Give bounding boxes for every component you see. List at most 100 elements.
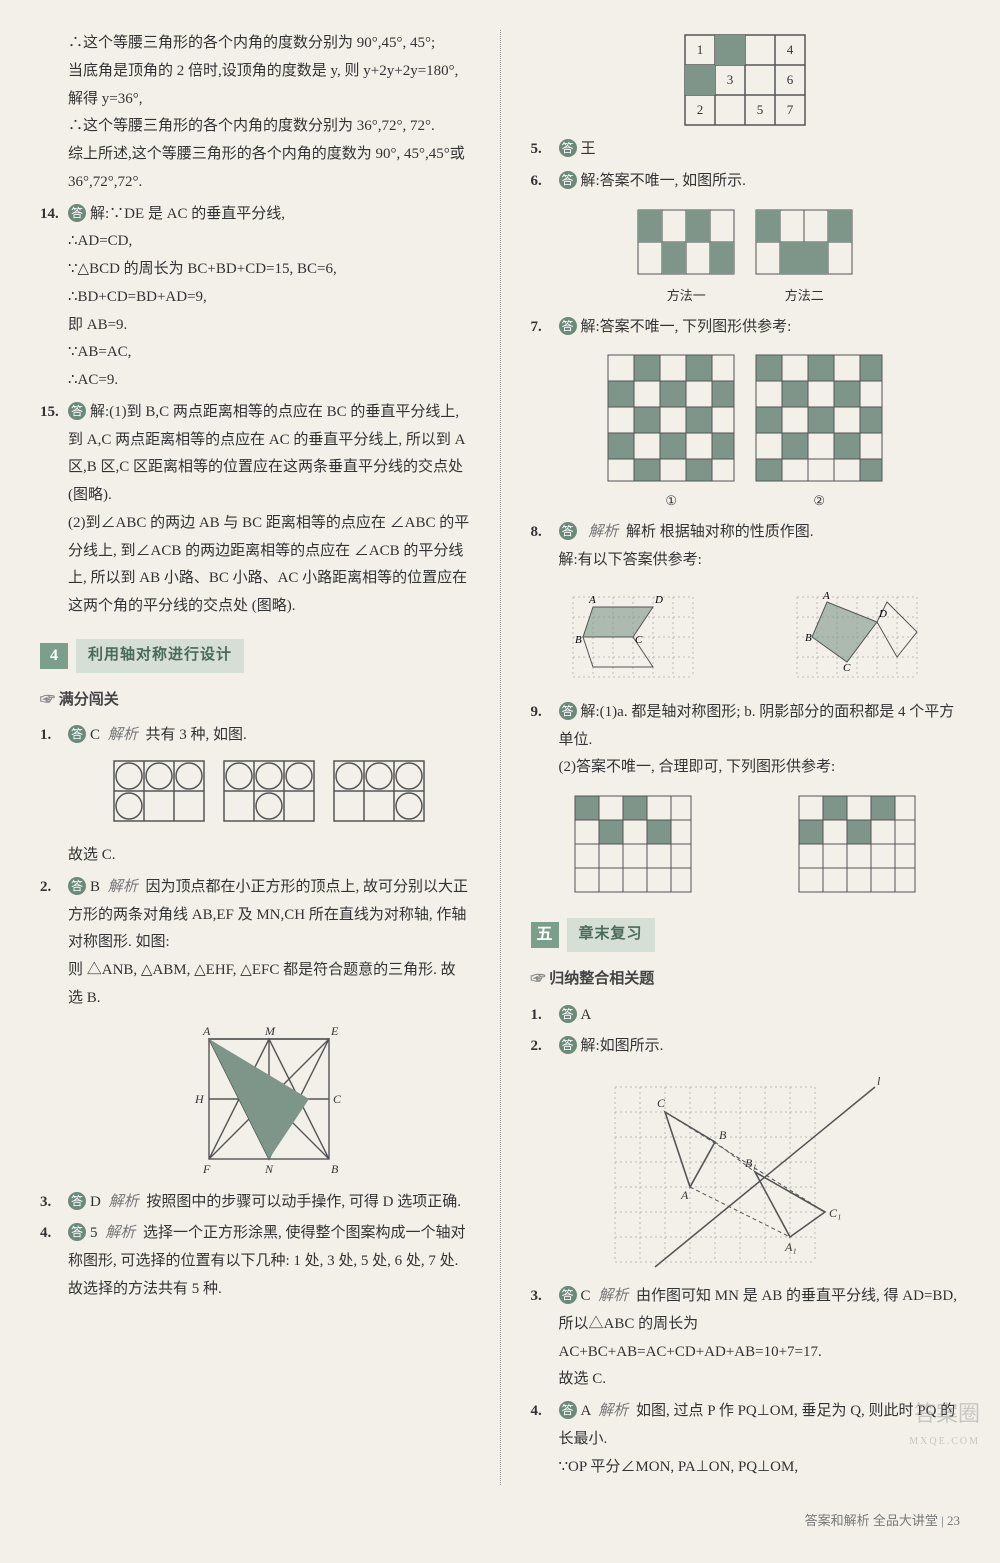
- item-number: 4.: [531, 1398, 559, 1481]
- svg-text:2: 2: [697, 102, 704, 117]
- q2-line2: 则 △ANB, △ABM, △EHF, △EFC 都是符合题意的三角形. 故选 …: [68, 957, 470, 1013]
- item-number: 8.: [531, 519, 559, 575]
- text-line: ∵△BCD 的周长为 BC+BD+CD=15, BC=6,: [68, 256, 470, 284]
- q8-lead: 解析 根据轴对称的性质作图.: [626, 524, 814, 540]
- text-line: 解得 y=36°,: [68, 86, 470, 114]
- q14-lead: 解:∵DE 是 AC 的垂直平分线,: [90, 206, 285, 222]
- r-q5: 5. 答王: [531, 136, 961, 164]
- q9-fig2: [797, 794, 917, 894]
- q1-ans: C: [90, 727, 100, 743]
- text-line: 综上所述,这个等腰三角形的各个内角的度数为 90°, 45°,45°或 36°,…: [68, 141, 470, 197]
- section-number: 五: [531, 922, 559, 948]
- text-line: ∴AC=9.: [68, 367, 470, 395]
- answer-badge: 答: [559, 1005, 577, 1023]
- text-line: ∴BD+CD=BD+AD=9,: [68, 284, 470, 312]
- svg-text:B: B: [331, 1162, 339, 1176]
- q4: 4. 答5 解析 选择一个正方形涂黑, 使得整个图案构成一个轴对称图形, 可选择…: [40, 1220, 470, 1303]
- q7-fig1: [606, 353, 736, 483]
- text-line: ∴这个等腰三角形的各个内角的度数分别为 90°,45°, 45°;: [68, 30, 470, 58]
- item-number: 5.: [531, 136, 559, 164]
- q9-p2: (2)答案不唯一, 合理即可, 下列图形供参考:: [559, 754, 961, 782]
- answer-badge: 答: [559, 702, 577, 720]
- answer-badge: 答: [559, 317, 577, 335]
- q6-figures: 方法一 方法二: [531, 202, 961, 308]
- q3-jiexi: 按照图中的步骤可以动手操作, 可得 D 选项正确.: [146, 1194, 461, 1210]
- svg-text:B: B: [575, 634, 582, 646]
- q3-ans: D: [90, 1194, 101, 1210]
- item-number: 1.: [40, 722, 68, 870]
- rr-q4: 4. 答A 解析 如图, 过点 P 作 PQ⊥OM, 垂足为 Q, 则此时 PQ…: [531, 1398, 961, 1481]
- section-title: 章末复习: [567, 918, 655, 952]
- q9-figures: [531, 788, 961, 900]
- svg-text:l: l: [877, 1074, 881, 1088]
- q15-p1: 解:(1)到 B,C 两点距离相等的点应在 BC 的垂直平分线上, 到 A,C …: [68, 404, 465, 503]
- rr2-figure: l C B A A₁ B₁ C₁: [595, 1067, 895, 1277]
- answer-badge: 答: [68, 1192, 86, 1210]
- svg-text:6: 6: [787, 72, 794, 87]
- page: ∴这个等腰三角形的各个内角的度数分别为 90°,45°, 45°; 当底角是顶角…: [40, 30, 960, 1485]
- svg-text:4: 4: [787, 42, 794, 57]
- section-number: 4: [40, 643, 68, 669]
- jiexi-label: 解析: [588, 524, 618, 540]
- text-line: 即 AB=9.: [68, 312, 470, 340]
- item-number: 3.: [531, 1283, 559, 1394]
- answer-badge: 答: [68, 725, 86, 743]
- rr3-ans: C: [581, 1288, 591, 1304]
- rr4-line2: ∵OP 平分∠MON, PA⊥ON, PQ⊥OM,: [559, 1454, 961, 1482]
- q6-fig1: [636, 208, 736, 278]
- r-q7: 7. 答解:答案不唯一, 下列图形供参考:: [531, 314, 961, 342]
- rr1-ans: A: [581, 1007, 592, 1023]
- right-column: 1 4 3 6 2 5 7 5. 答王 6. 答解:答案不唯一, 如图所示.: [531, 30, 961, 1485]
- jiexi-label: 解析: [108, 727, 138, 743]
- q1-jiexi: 共有 3 种, 如图.: [146, 727, 247, 743]
- section-4-header: 4 利用轴对称进行设计: [40, 639, 470, 673]
- svg-text:D: D: [878, 608, 887, 620]
- q7-text: 解:答案不唯一, 下列图形供参考:: [581, 319, 792, 335]
- svg-text:D: D: [654, 594, 663, 606]
- svg-text:A: A: [202, 1024, 211, 1038]
- page-footer: 答案和解析 全品大讲堂 | 23: [40, 1509, 960, 1533]
- rr-q3: 3. 答C 解析 由作图可知 MN 是 AB 的垂直平分线, 得 AD=BD, …: [531, 1283, 961, 1394]
- q3: 3. 答D 解析 按照图中的步骤可以动手操作, 可得 D 选项正确.: [40, 1189, 470, 1217]
- r-q9: 9. 答解:(1)a. 都是轴对称图形; b. 阴影部分的面积都是 4 个平方单…: [531, 699, 961, 782]
- answer-badge: 答: [559, 1286, 577, 1304]
- svg-text:C: C: [657, 1096, 666, 1110]
- jiexi-label: 解析: [109, 1194, 139, 1210]
- svg-text:A: A: [588, 594, 596, 606]
- svg-text:E: E: [330, 1024, 339, 1038]
- answer-badge: 答: [559, 1401, 577, 1419]
- fig-caption: ②: [754, 489, 884, 513]
- q15-p2: (2)到∠ABC 的两边 AB 与 BC 距离相等的点应在 ∠ABC 的平分线上…: [68, 510, 470, 621]
- rr2-text: 解:如图所示.: [581, 1038, 664, 1054]
- q1: 1. 答C 解析 共有 3 种, 如图.: [40, 722, 470, 870]
- svg-text:C: C: [635, 634, 643, 646]
- q14: 14. 答解:∵DE 是 AC 的垂直平分线, ∴AD=CD, ∵△BCD 的周…: [40, 201, 470, 395]
- section-5-header: 五 章末复习: [531, 918, 961, 952]
- svg-text:A: A: [822, 590, 830, 602]
- fig-caption: 方法二: [754, 284, 854, 308]
- q2: 2. 答B 解析 因为顶点都在小正方形的顶点上, 故可分别以大正方形的两条对角线…: [40, 874, 470, 1185]
- item-number: 7.: [531, 314, 559, 342]
- svg-text:A₁: A₁: [784, 1240, 797, 1254]
- svg-text:B₁: B₁: [745, 1156, 757, 1170]
- jiexi-label: 解析: [105, 1225, 135, 1241]
- fig-caption: ①: [606, 489, 736, 513]
- answer-badge: 答: [68, 204, 86, 222]
- jiexi-label: 解析: [598, 1288, 628, 1304]
- item-number: 6.: [531, 168, 559, 196]
- svg-text:B: B: [805, 632, 812, 644]
- svg-text:N: N: [264, 1162, 274, 1176]
- q2-figure: A M E H C F N B: [189, 1019, 349, 1179]
- answer-badge: 答: [68, 1223, 86, 1241]
- q2-ans: B: [90, 879, 100, 895]
- text-line: ∴这个等腰三角形的各个内角的度数分别为 36°,72°, 72°.: [68, 113, 470, 141]
- svg-text:1: 1: [697, 42, 704, 57]
- r-q8: 8. 答 解析 解析 根据轴对称的性质作图. 解:有以下答案供参考:: [531, 519, 961, 575]
- rr-q2: 2. 答解:如图所示.: [531, 1033, 961, 1061]
- answer-badge: 答: [559, 522, 577, 540]
- left-column: ∴这个等腰三角形的各个内角的度数分别为 90°,45°, 45°; 当底角是顶角…: [40, 30, 470, 1485]
- rr-q1: 1. 答A: [531, 1002, 961, 1030]
- svg-text:3: 3: [727, 72, 734, 87]
- r-q6: 6. 答解:答案不唯一, 如图所示.: [531, 168, 961, 196]
- q8-fig2: ADBC: [787, 587, 927, 687]
